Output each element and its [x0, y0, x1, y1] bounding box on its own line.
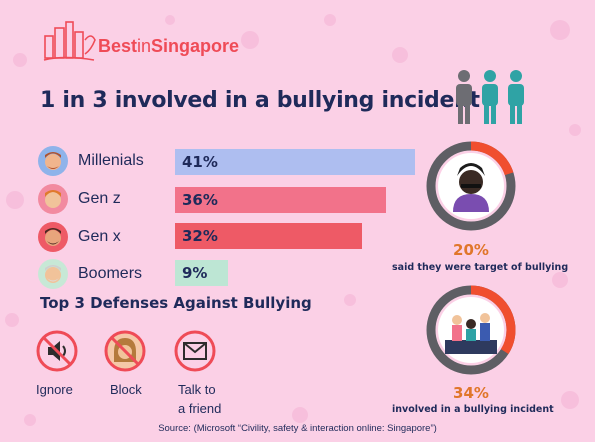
value-label-gen-x: 32%	[182, 227, 218, 245]
people-icon	[456, 70, 524, 124]
envelope-icon	[174, 330, 216, 372]
bar-millenials	[175, 149, 415, 175]
defense-label-ignore: Ignore	[36, 382, 73, 397]
category-label-gen-x: Gen x	[78, 228, 121, 245]
boomer-avatar-icon	[38, 259, 68, 289]
block-person-icon	[104, 330, 146, 372]
value-label-gen-z: 36%	[182, 191, 218, 209]
bar-boomers	[175, 260, 228, 286]
value-label-boomers: 9%	[182, 264, 208, 282]
bar-gen-z	[175, 187, 386, 213]
target-of-bullying-donut	[426, 141, 516, 231]
bar-gen-x	[175, 223, 363, 249]
target-of-bullying-caption: said they were target of bullying	[392, 262, 569, 273]
category-label-gen-z: Gen z	[78, 190, 121, 207]
value-label-millenials: 41%	[182, 153, 218, 171]
gen-z-avatar-icon	[38, 184, 68, 214]
brand-logo-text: BestinSingapore	[98, 36, 240, 56]
target-of-bullying-percent: 20%	[453, 241, 489, 259]
gen-x-avatar-icon	[38, 222, 68, 252]
source-note: Source: (Microsoft “Civility, safety & i…	[158, 423, 437, 434]
mute-icon	[36, 330, 78, 372]
involved-in-bullying-caption: involved in a bullying incident	[392, 404, 554, 415]
involved-in-bullying-donut	[426, 285, 516, 375]
brand-logo-graphic	[43, 21, 96, 61]
millenial-avatar-icon	[38, 146, 68, 176]
category-label-millenials: Millenials	[78, 152, 144, 169]
involved-in-bullying-percent: 34%	[453, 384, 489, 402]
defenses-title: Top 3 Defenses Against Bullying	[40, 294, 312, 312]
defense-label-block: Block	[110, 382, 142, 397]
category-label-boomers: Boomers	[78, 265, 143, 282]
headline: 1 in 3 involved in a bullying incident	[40, 88, 480, 113]
defense-label-talk: Talk to a friend	[178, 382, 222, 416]
